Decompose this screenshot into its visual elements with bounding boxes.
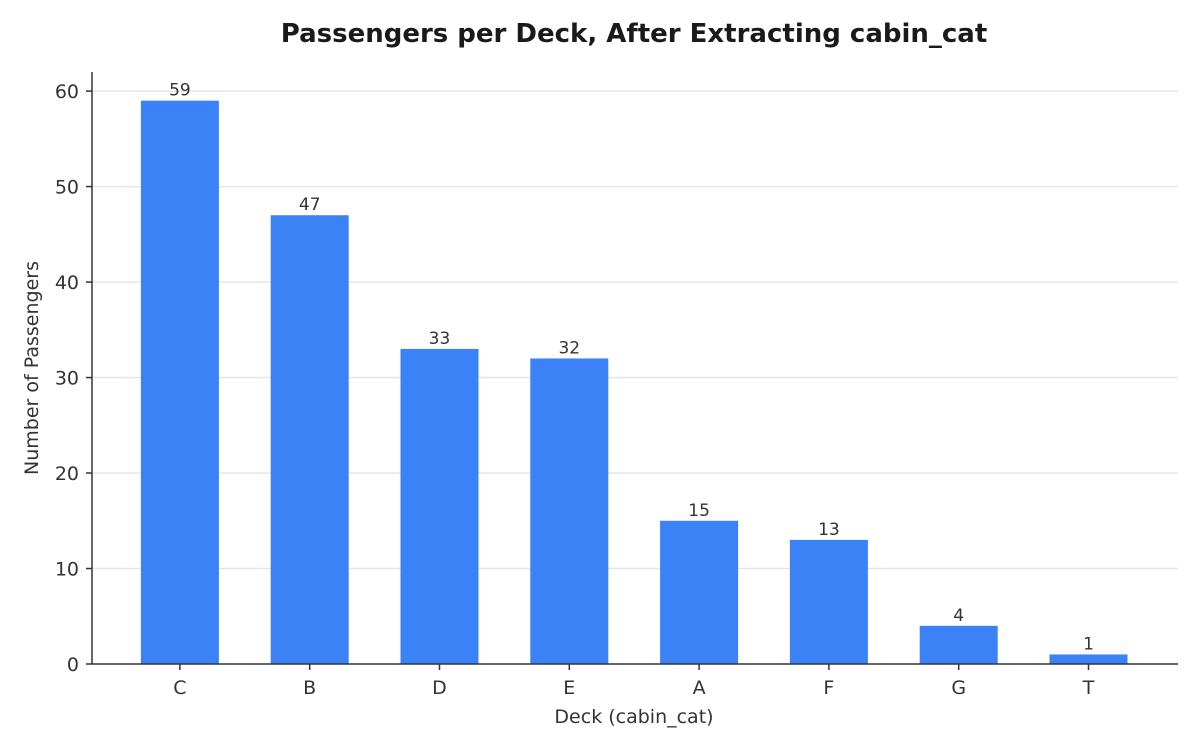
x-tick-label: B: [303, 677, 316, 699]
data-label-T: 1: [1083, 634, 1094, 654]
x-tick-label: G: [951, 677, 966, 699]
bar-E: [530, 358, 609, 664]
bar-C: [140, 100, 219, 665]
axis-layer: [91, 72, 1178, 665]
x-tick-label: C: [173, 677, 186, 699]
y-tick-label: 50: [55, 177, 79, 199]
x-axis-label: Deck (cabin_cat): [554, 706, 713, 728]
bar-G: [919, 625, 998, 664]
y-tick-label: 0: [67, 654, 79, 676]
y-axis-label: Number of Passengers: [21, 261, 43, 475]
data-label-B: 47: [299, 195, 321, 215]
x-tick-label: T: [1082, 677, 1095, 699]
bar-F: [789, 539, 868, 664]
x-tick-label: E: [563, 677, 575, 699]
bar-B: [270, 215, 349, 664]
y-tick-label: 60: [55, 81, 79, 103]
bar-D: [400, 348, 479, 664]
x-tick-label: D: [432, 677, 447, 699]
data-label-A: 15: [688, 501, 710, 521]
bar-layer: [140, 100, 1128, 665]
y-tick-label: 10: [55, 559, 79, 581]
chart-title: Passengers per Deck, After Extracting ca…: [281, 19, 988, 49]
data-label-F: 13: [818, 520, 840, 540]
data-label-E: 32: [558, 338, 580, 358]
y-tick-label: 30: [55, 368, 79, 390]
data-label-G: 4: [953, 606, 964, 626]
tick-layer: 0 10 20 30 40 50 60 C B D E A F G T: [55, 81, 1095, 699]
x-tick-label: F: [823, 677, 834, 699]
y-tick-label: 20: [55, 463, 79, 485]
data-label-layer: 59 47 33 32 15 13 4 1: [169, 81, 1094, 655]
bar-A: [660, 520, 739, 664]
y-tick-label: 40: [55, 272, 79, 294]
bar-T: [1049, 654, 1128, 664]
x-tick-label: A: [693, 677, 706, 699]
data-label-D: 33: [429, 329, 451, 349]
data-label-C: 59: [169, 81, 191, 101]
grid-layer: [92, 90, 1178, 570]
